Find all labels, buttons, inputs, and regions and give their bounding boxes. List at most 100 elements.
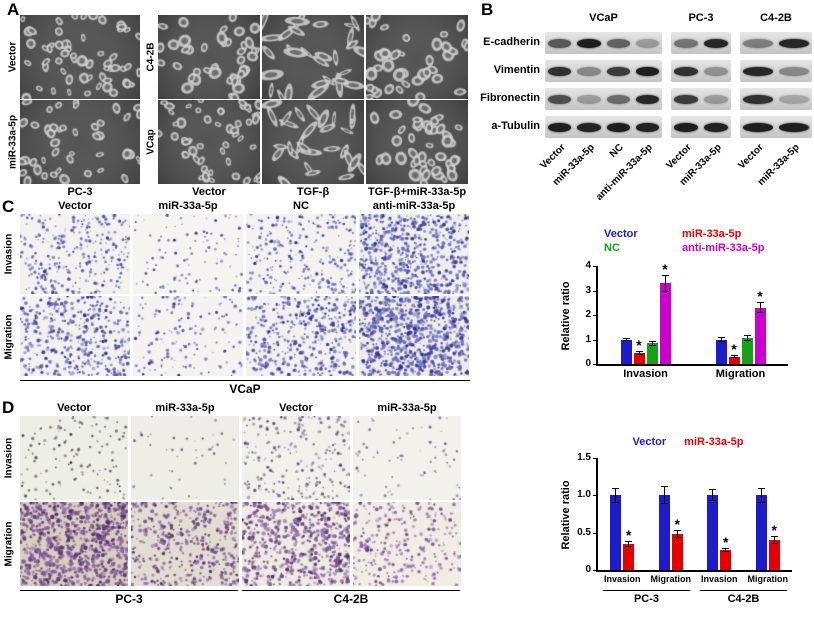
y-tick-label-1.5: 1.5 bbox=[577, 452, 591, 463]
x-label-Invasion-0: Invasion bbox=[603, 574, 641, 584]
transwell-vcap-invasion-nc bbox=[246, 214, 356, 294]
transwell-c42b-invasion-vector bbox=[242, 416, 350, 500]
chart-d-plot: 0 0.5 1.0 1.5 Invasion * Migration * Invasion * Mi… bbox=[577, 452, 792, 605]
bar-Vector-Migration-1 bbox=[715, 339, 727, 364]
transwell-c42b-invasion-mir33a bbox=[353, 416, 461, 500]
error-bar bbox=[709, 489, 717, 502]
blot-group-header-vcap: VCaP bbox=[589, 12, 618, 24]
significance-asterisk: * bbox=[626, 526, 632, 543]
c-group-line bbox=[20, 380, 470, 381]
blot-band bbox=[779, 67, 809, 76]
blot-band bbox=[606, 39, 630, 48]
blot-strip-E-cadherin-PC-3 bbox=[671, 32, 731, 54]
y-tick-mark bbox=[593, 266, 598, 267]
blot-band bbox=[743, 39, 773, 48]
y-tick-label-4: 4 bbox=[585, 260, 591, 271]
significance-asterisk: * bbox=[771, 522, 777, 539]
c-bottom-vcap: VCaP bbox=[229, 382, 261, 396]
legend-item-Vector: Vector bbox=[604, 228, 638, 240]
blot-strip-Vimentin-VCaP bbox=[545, 60, 662, 82]
bar-miR-33a-5p-Migration-1 bbox=[728, 356, 740, 364]
c-col-anti: anti-miR-33a-5p bbox=[372, 200, 456, 212]
d-bottom-pc3: PC-3 bbox=[115, 592, 143, 606]
y-tick-label-1.0: 1.0 bbox=[577, 489, 591, 501]
panel-d-letter: D bbox=[2, 398, 15, 417]
panel-b-letter: B bbox=[481, 0, 494, 19]
x-label-Invasion-0: Invasion bbox=[623, 368, 668, 380]
bar-miR-33a-5p-Invasion-0 bbox=[623, 543, 635, 570]
micrograph-vcap-vector bbox=[158, 100, 260, 184]
y-tick-mark bbox=[593, 315, 598, 316]
significance-asterisk: * bbox=[731, 341, 737, 358]
error-bar bbox=[757, 487, 765, 503]
micrograph-vcap-tgfb bbox=[262, 100, 364, 184]
bar-anti-miR-33a-5p-Invasion-0 bbox=[659, 283, 671, 364]
blot-band bbox=[635, 123, 659, 132]
transwell-pc3-invasion-mir33a bbox=[131, 416, 239, 500]
y-tick-label-0.5: 0.5 bbox=[577, 526, 591, 538]
blot-strip-Fibronectin-C4-2B bbox=[740, 88, 812, 110]
vcap-invasion-migration-chart: Vector miR-33a-5p NC anti-miR-33a-5p Relati… bbox=[548, 222, 814, 395]
x-group-label-PC-3: PC-3 bbox=[633, 593, 660, 605]
x-label-Migration-1: Migration bbox=[715, 368, 766, 380]
error-bar bbox=[730, 355, 738, 358]
col-label-tgfb: TGF-β bbox=[296, 186, 330, 198]
y-tick-label-3: 3 bbox=[585, 284, 591, 296]
y-tick-mark bbox=[593, 339, 598, 341]
protein-label-a-Tubulin: a-Tubulin bbox=[491, 120, 540, 132]
x-group-label-C4-2B: C4-2B bbox=[727, 593, 760, 605]
blot-strip-Vimentin-C4-2B bbox=[740, 60, 812, 82]
error-bar bbox=[743, 335, 751, 342]
error-bar bbox=[660, 486, 668, 505]
micrograph-pc3-mir33a bbox=[20, 100, 140, 184]
blot-strip-a-Tubulin-PC-3 bbox=[671, 116, 731, 138]
blot-band bbox=[779, 95, 809, 104]
significance-asterisk: * bbox=[757, 288, 763, 305]
legend-item-miR-33a-5p: miR-33a-5p bbox=[682, 228, 742, 240]
chart-c-legend: Vector miR-33a-5p NC anti-miR-33a-5p bbox=[604, 228, 809, 254]
col-label-tgfb-mir33a: TGF-β+miR-33a-5p bbox=[367, 186, 467, 198]
transwell-vcap-migration-anti bbox=[359, 296, 469, 376]
error-bar bbox=[661, 274, 669, 292]
d-col-vector-1: Vector bbox=[57, 402, 91, 414]
chart-d-legend: Vector miR-33a-5p bbox=[578, 436, 798, 448]
transwell-vcap-migration-mir33a bbox=[133, 296, 243, 376]
row-label-vector: Vector bbox=[7, 41, 19, 73]
blot-strip-Fibronectin-PC-3 bbox=[671, 88, 731, 110]
bar-Vector-Migration-1 bbox=[658, 495, 670, 570]
transwell-pc3-migration-mir33a bbox=[131, 502, 239, 586]
blot-band bbox=[548, 39, 572, 48]
blot-group-header-c42b: C4-2B bbox=[760, 12, 792, 24]
blot-strip-E-cadherin-C4-2B bbox=[740, 32, 812, 54]
y-tick-mark bbox=[593, 532, 598, 534]
d-group-line-pc3 bbox=[20, 590, 238, 591]
blot-strip-a-Tubulin-VCaP bbox=[545, 116, 662, 138]
significance-asterisk: * bbox=[636, 337, 642, 354]
blot-band bbox=[704, 39, 728, 48]
panel-c-letter: C bbox=[2, 197, 15, 216]
error-bar bbox=[770, 536, 778, 544]
legend-item-miR-33a-5p: miR-33a-5p bbox=[684, 436, 744, 448]
d-col-mir33a-1: miR-33a-5p bbox=[155, 402, 215, 414]
error-bar bbox=[673, 530, 681, 538]
legend-item-Vector: Vector bbox=[632, 436, 667, 448]
micrograph-pc3-vector bbox=[20, 15, 140, 99]
bar-Vector-Migration-3 bbox=[755, 495, 767, 570]
blot-band bbox=[577, 123, 601, 132]
blot-band bbox=[743, 123, 773, 132]
error-bar bbox=[717, 337, 725, 342]
c-col-mir33a: miR-33a-5p bbox=[158, 200, 218, 212]
bar-miR-33a-5p-Migration-1 bbox=[671, 534, 683, 570]
bar-Vector-Invasion-0 bbox=[610, 495, 622, 570]
blot-band bbox=[704, 95, 728, 104]
blot-strip-a-Tubulin-C4-2B bbox=[740, 116, 812, 138]
row-label-c42b: C4-2B bbox=[145, 42, 157, 72]
error-bar bbox=[756, 302, 764, 314]
blot-band bbox=[674, 67, 698, 76]
legend-item-NC: NC bbox=[604, 242, 620, 254]
blot-band bbox=[743, 95, 773, 104]
y-tick-mark bbox=[593, 458, 598, 459]
significance-asterisk: * bbox=[674, 516, 680, 533]
significance-asterisk: * bbox=[723, 533, 729, 550]
transwell-vcap-invasion-vector bbox=[20, 214, 130, 294]
